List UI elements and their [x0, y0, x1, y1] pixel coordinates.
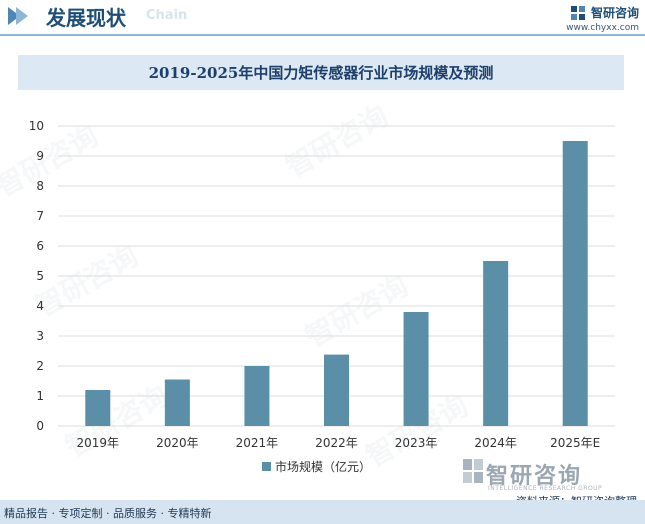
brand-watermark: 智研咨询 INTELLIGENCE RESEARCH GROUP: [462, 458, 602, 492]
brand-watermark-name: 智研咨询: [486, 464, 583, 489]
brand: 智研咨询 www.chyxx.com: [566, 2, 639, 33]
x-tick-label: 2024年: [474, 436, 517, 450]
footer-band: 精品报告 · 专项定制 · 品质服务 · 专精特新: [0, 500, 645, 524]
x-tick-label: 2025年E: [550, 436, 600, 450]
brand-url: www.chyxx.com: [566, 23, 639, 33]
section-title: 发展现状: [46, 6, 126, 30]
brand-watermark-en: INTELLIGENCE RESEARCH GROUP: [488, 485, 603, 492]
y-tick-label: 9: [36, 149, 44, 163]
chart-title: 2019-2025年中国力矩传感器行业市场规模及预测: [148, 64, 494, 82]
section-subtitle: Chain: [146, 8, 188, 23]
y-tick-label: 1: [36, 389, 44, 403]
legend-label: 市场规模（亿元）: [275, 459, 371, 474]
legend-swatch: [262, 462, 271, 471]
brand-logo-icon: [570, 5, 585, 20]
chart-title-band: 2019-2025年中国力矩传感器行业市场规模及预测: [18, 55, 624, 90]
y-tick-label: 4: [36, 299, 44, 313]
x-tick-label: 2023年: [395, 436, 438, 450]
y-tick-label: 8: [36, 179, 44, 193]
bar: [244, 366, 270, 426]
x-tick-label: 2020年: [156, 436, 199, 450]
bar: [483, 261, 509, 426]
y-tick-label: 10: [29, 119, 44, 133]
bar: [324, 354, 349, 426]
brand-watermark-logo-icon: [463, 459, 483, 483]
y-tick-label: 7: [36, 209, 44, 223]
brand-name: 智研咨询: [590, 6, 639, 20]
x-tick-label: 2021年: [236, 436, 279, 450]
x-tick-label: 2019年: [77, 436, 120, 450]
bar: [164, 379, 190, 426]
section-marker-icon: [8, 7, 28, 25]
bar: [85, 390, 111, 426]
bar: [562, 141, 588, 426]
y-tick-label: 5: [36, 269, 44, 283]
y-tick-label: 6: [36, 239, 44, 253]
footer-services: 精品报告 · 专项定制 · 品质服务 · 专精特新: [4, 507, 212, 520]
y-tick-label: 2: [36, 359, 44, 373]
header-divider: [0, 34, 645, 36]
header: 发展现状 Chain 智研咨询 www.chyxx.com: [0, 0, 645, 36]
y-tick-label: 0: [36, 419, 44, 433]
y-tick-label: 3: [36, 329, 44, 343]
x-tick-label: 2022年: [315, 436, 358, 450]
bar: [403, 312, 429, 426]
